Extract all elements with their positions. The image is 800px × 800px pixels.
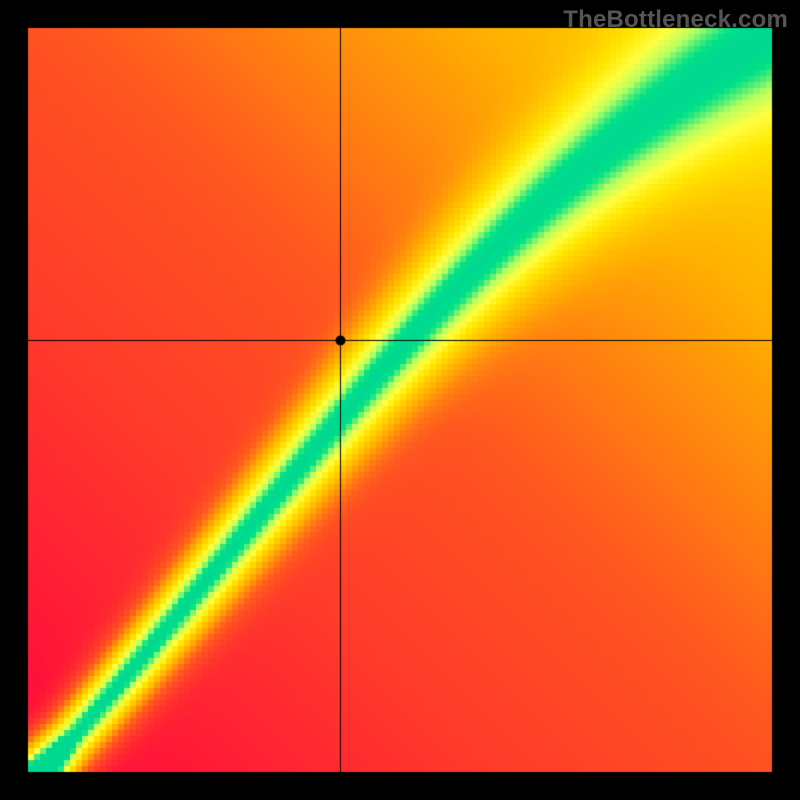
chart-container: TheBottleneck.com (0, 0, 800, 800)
watermark-text: TheBottleneck.com (563, 6, 788, 34)
heatmap-canvas (0, 0, 800, 800)
